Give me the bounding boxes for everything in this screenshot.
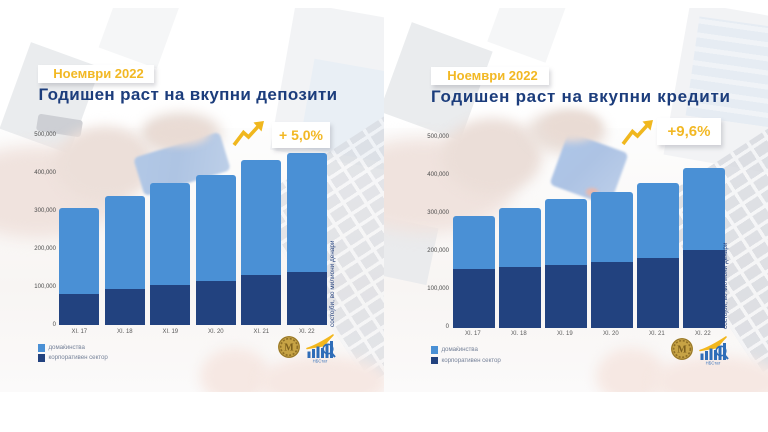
svg-text:НБСтат: НБСтат [313, 359, 328, 364]
svg-text:M: M [677, 345, 687, 356]
svg-text:M: M [284, 343, 294, 354]
svg-text:НБСтат: НБСтат [706, 361, 721, 366]
